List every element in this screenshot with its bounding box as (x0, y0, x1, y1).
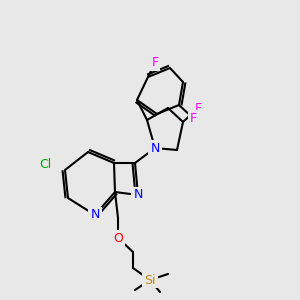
Text: Si: Si (144, 274, 156, 286)
Text: F: F (194, 101, 202, 115)
Text: F: F (189, 112, 197, 124)
Text: Cl: Cl (39, 158, 51, 172)
Text: N: N (133, 188, 143, 202)
Text: F: F (152, 56, 159, 70)
Text: O: O (113, 232, 123, 244)
Text: N: N (150, 142, 160, 154)
Text: N: N (90, 208, 100, 221)
